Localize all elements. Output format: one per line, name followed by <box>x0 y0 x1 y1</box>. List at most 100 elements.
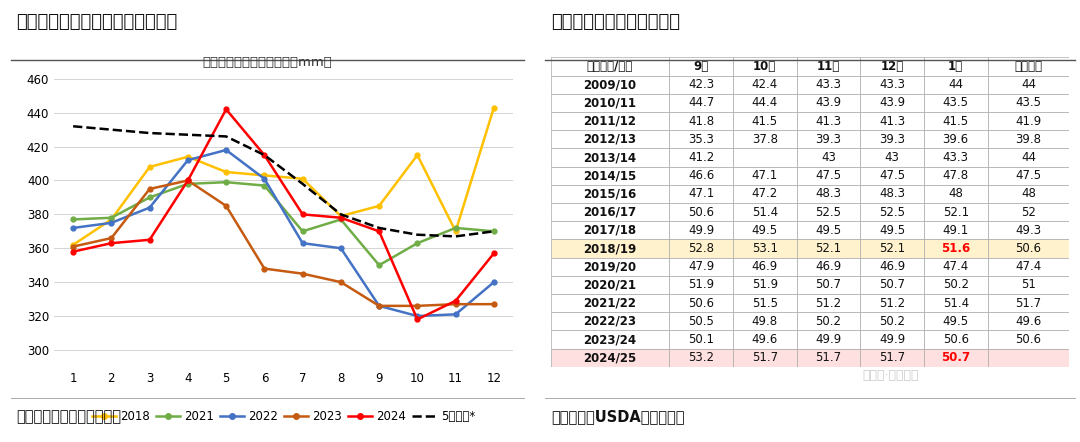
Bar <box>987 349 1069 367</box>
Text: 50.2: 50.2 <box>943 278 969 291</box>
Text: 43.5: 43.5 <box>943 96 969 110</box>
Bar <box>551 185 670 203</box>
Bar <box>860 240 923 258</box>
Bar <box>551 57 670 76</box>
Text: 2017/18: 2017/18 <box>583 224 636 237</box>
Text: 41.5: 41.5 <box>752 114 778 128</box>
Text: 图：美豆主产州土壤墒情月度变化: 图：美豆主产州土壤墒情月度变化 <box>16 13 177 31</box>
Bar <box>797 276 860 294</box>
Bar <box>733 312 797 331</box>
Text: 51.4: 51.4 <box>752 206 778 219</box>
Text: 47.1: 47.1 <box>688 187 714 201</box>
Bar <box>670 167 733 185</box>
Text: 51.4: 51.4 <box>943 297 969 310</box>
Text: 48: 48 <box>1021 187 1036 201</box>
Bar <box>860 276 923 294</box>
Text: 44.7: 44.7 <box>688 96 714 110</box>
Bar <box>551 294 670 312</box>
Bar <box>551 149 670 167</box>
Bar <box>923 94 987 112</box>
Bar <box>797 112 860 130</box>
Text: 41.3: 41.3 <box>879 114 905 128</box>
Text: 44: 44 <box>948 78 963 91</box>
Text: 49.5: 49.5 <box>752 224 778 237</box>
Bar <box>860 94 923 112</box>
Bar <box>923 185 987 203</box>
Bar <box>923 130 987 149</box>
Text: 2020/21: 2020/21 <box>583 278 636 291</box>
Bar <box>670 258 733 276</box>
Bar <box>670 149 733 167</box>
Bar <box>987 57 1069 76</box>
Text: 2015/16: 2015/16 <box>583 187 636 201</box>
Text: 2012/13: 2012/13 <box>583 133 636 146</box>
Bar <box>923 167 987 185</box>
Bar <box>987 149 1069 167</box>
Text: 52.5: 52.5 <box>879 206 905 219</box>
Bar <box>733 294 797 312</box>
Text: 单位：蒲/英亩: 单位：蒲/英亩 <box>586 60 633 73</box>
Text: 49.6: 49.6 <box>1015 315 1041 328</box>
Text: 52.8: 52.8 <box>688 242 714 255</box>
Bar <box>987 130 1069 149</box>
Text: 51.9: 51.9 <box>752 278 778 291</box>
Text: 44.4: 44.4 <box>752 96 778 110</box>
Bar <box>987 203 1069 221</box>
Text: 11月: 11月 <box>816 60 840 73</box>
Text: 51: 51 <box>1021 278 1036 291</box>
Bar <box>860 76 923 94</box>
Text: 47.4: 47.4 <box>1015 260 1041 273</box>
Bar <box>551 221 670 240</box>
Text: 49.9: 49.9 <box>815 333 841 346</box>
Text: 43.9: 43.9 <box>815 96 841 110</box>
Text: 41.9: 41.9 <box>1015 114 1041 128</box>
Bar <box>923 258 987 276</box>
Text: 43: 43 <box>821 151 836 164</box>
Text: 48.3: 48.3 <box>879 187 905 201</box>
Text: 2010/11: 2010/11 <box>583 96 636 110</box>
Bar <box>670 203 733 221</box>
Text: 51.7: 51.7 <box>815 351 841 364</box>
Text: 49.1: 49.1 <box>943 224 969 237</box>
Text: 1月: 1月 <box>948 60 963 73</box>
Bar <box>860 258 923 276</box>
Bar <box>797 240 860 258</box>
Text: 51.7: 51.7 <box>1015 297 1041 310</box>
Bar <box>987 167 1069 185</box>
Text: 52.1: 52.1 <box>943 206 969 219</box>
Bar <box>551 112 670 130</box>
Text: 43: 43 <box>885 151 900 164</box>
Text: 51.2: 51.2 <box>879 297 905 310</box>
Bar <box>860 294 923 312</box>
Text: 48: 48 <box>948 187 963 201</box>
Text: 52: 52 <box>1021 206 1036 219</box>
Bar <box>670 331 733 349</box>
Bar <box>923 312 987 331</box>
Text: 2024/25: 2024/25 <box>583 351 636 364</box>
Text: 46.6: 46.6 <box>688 169 714 182</box>
Bar <box>987 112 1069 130</box>
Bar <box>733 185 797 203</box>
Text: 50.7: 50.7 <box>815 278 841 291</box>
Text: 39.3: 39.3 <box>879 133 905 146</box>
Bar <box>670 112 733 130</box>
Text: 2011/12: 2011/12 <box>583 114 636 128</box>
Bar <box>551 76 670 94</box>
Bar <box>733 76 797 94</box>
Text: 2018/19: 2018/19 <box>583 242 636 255</box>
Text: 2013/14: 2013/14 <box>583 151 636 164</box>
Text: 51.2: 51.2 <box>815 297 841 310</box>
Bar <box>670 57 733 76</box>
Bar <box>551 331 670 349</box>
Text: 47.5: 47.5 <box>879 169 905 182</box>
Text: 最终定产: 最终定产 <box>1014 60 1042 73</box>
Bar <box>923 240 987 258</box>
Bar <box>797 185 860 203</box>
Bar <box>860 185 923 203</box>
Text: 51.5: 51.5 <box>752 297 778 310</box>
Bar <box>670 185 733 203</box>
Bar <box>987 94 1069 112</box>
Bar <box>733 130 797 149</box>
Bar <box>670 312 733 331</box>
Bar <box>987 258 1069 276</box>
